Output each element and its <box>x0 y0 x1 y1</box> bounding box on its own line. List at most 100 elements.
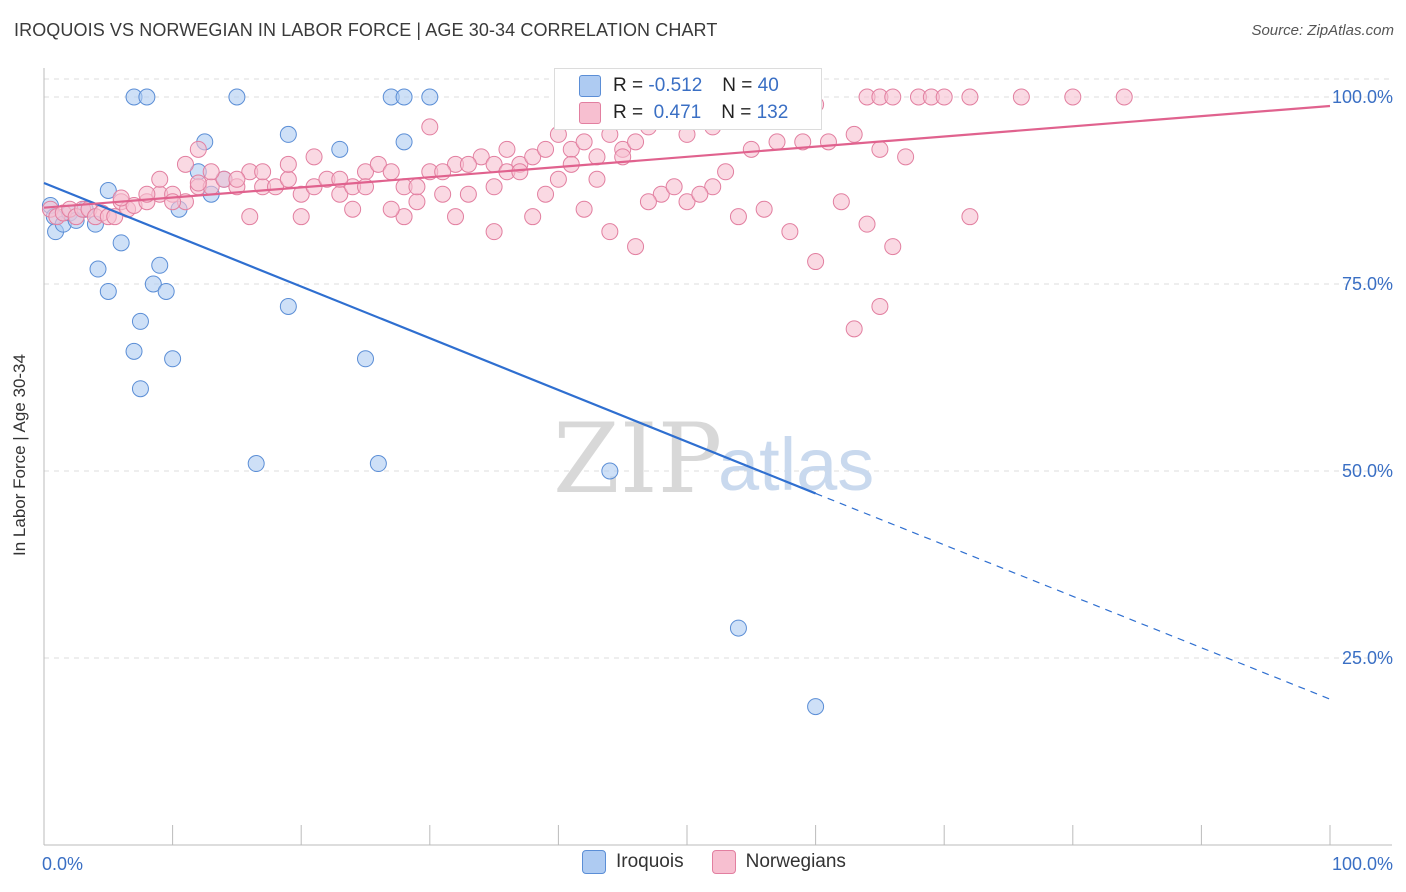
x-tick-label: 100.0% <box>1332 854 1393 874</box>
iroquois-trendline-extension <box>815 492 1331 700</box>
norwegians-point <box>935 88 953 106</box>
legend-iroquois-n: 40 <box>757 75 779 96</box>
watermark-zip: ZIP <box>553 403 722 515</box>
norwegians-point <box>176 155 194 173</box>
norwegians-point <box>459 185 477 203</box>
norwegians-point <box>562 155 580 173</box>
norwegians-point <box>549 170 567 188</box>
y-tick-label: 25.0% <box>1342 648 1393 668</box>
norwegians-point <box>112 189 130 207</box>
norwegians-point <box>819 133 837 151</box>
y-tick-label: 50.0% <box>1342 461 1393 481</box>
iroquois-point <box>112 234 130 252</box>
norwegians-point <box>742 140 760 158</box>
norwegians-point <box>498 140 516 158</box>
legend-n-label: N = <box>721 102 752 123</box>
trendlines <box>43 104 1331 700</box>
norwegians-point <box>871 297 889 315</box>
iroquois-point <box>228 88 246 106</box>
iroquois-point <box>99 182 117 199</box>
norwegians-point <box>472 148 490 166</box>
series-legend: Iroquois Norwegians <box>582 850 874 874</box>
norwegians-point <box>189 174 207 192</box>
norwegians-point <box>151 170 169 188</box>
norwegians-point <box>408 193 426 211</box>
iroquois-point <box>99 282 117 300</box>
legend-row-norwegians: R = 0.471 N = 132 <box>579 100 788 126</box>
norwegians-point <box>447 208 465 226</box>
iroquois-point <box>395 133 413 151</box>
iroquois-point <box>729 619 747 637</box>
axes <box>43 68 1392 846</box>
norwegians-point <box>729 208 747 226</box>
norwegians-point <box>845 125 863 143</box>
norwegians-point <box>395 208 413 226</box>
iroquois-point <box>144 275 162 293</box>
x-tick-label: 0.0% <box>42 854 83 874</box>
source-label: Source: ZipAtlas.com <box>1251 22 1394 39</box>
norwegians-point <box>369 155 387 173</box>
iroquois-point <box>369 455 387 473</box>
norwegians-point <box>408 178 426 196</box>
y-tick-label: 100.0% <box>1332 87 1393 107</box>
iroquois-point <box>131 380 149 398</box>
norwegians-point <box>575 200 593 218</box>
norwegians-point <box>228 170 246 188</box>
norwegians-point <box>421 118 439 136</box>
norwegians-point <box>292 185 310 203</box>
norwegians-point <box>254 163 272 181</box>
norwegians-point <box>1064 88 1082 106</box>
legend-row-iroquois: R = -0.512 N = 40 <box>579 73 779 99</box>
iroquois-point <box>125 342 143 360</box>
iroquois-point <box>331 140 349 158</box>
data-points <box>41 88 1133 716</box>
norwegians-point <box>639 193 657 211</box>
chart-title: IROQUOIS VS NORWEGIAN IN LABOR FORCE | A… <box>14 20 718 40</box>
norwegians-point <box>768 133 786 151</box>
iroquois-point <box>279 297 297 315</box>
norwegians-point <box>459 155 477 173</box>
iroquois-point <box>395 88 413 106</box>
y-tick-label: 75.0% <box>1342 274 1393 294</box>
norwegians-point <box>807 253 825 271</box>
iroquois-swatch <box>579 75 601 97</box>
norwegians-point <box>1012 88 1030 106</box>
legend-item-iroquois[interactable]: Iroquois <box>582 850 684 874</box>
norwegians-point <box>897 148 915 166</box>
norwegians-point <box>524 148 542 166</box>
norwegians-point <box>279 155 297 173</box>
iroquois-legend-swatch <box>582 850 606 874</box>
norwegians-point <box>665 178 683 196</box>
iroquois-point <box>89 260 107 278</box>
norwegians-point <box>691 185 709 203</box>
norwegians-point <box>485 223 503 241</box>
legend-iroquois-r: -0.512 <box>648 75 703 96</box>
iroquois-trendline <box>43 181 817 495</box>
legend-r-label: R = <box>613 102 644 123</box>
tick-labels: 25.0% 50.0% 75.0% 100.0% 0.0% 100.0% <box>42 87 1393 874</box>
legend-r-label: R = <box>613 75 644 96</box>
norwegians-point <box>832 193 850 211</box>
legend-item-label: Norwegians <box>745 851 846 872</box>
norwegians-point <box>871 140 889 158</box>
norwegians-point <box>781 223 799 241</box>
norwegians-point <box>588 170 606 188</box>
norwegians-point <box>511 163 529 181</box>
norwegians-point <box>627 133 645 151</box>
iroquois-point <box>138 88 156 106</box>
norwegians-point <box>344 200 362 218</box>
norwegians-point <box>292 208 310 226</box>
iroquois-point <box>357 350 374 368</box>
norwegians-point <box>524 208 542 226</box>
legend-norwegians-n: 132 <box>756 102 789 123</box>
norwegians-point <box>704 178 722 196</box>
norwegians-point <box>884 88 902 106</box>
norwegians-point <box>382 200 400 218</box>
norwegians-legend-swatch <box>711 850 736 874</box>
norwegians-point <box>189 140 207 158</box>
iroquois-point <box>131 312 149 330</box>
norwegians-trendline <box>43 104 1331 209</box>
legend-item-norwegians[interactable]: Norwegians <box>711 850 846 874</box>
legend-item-label: Iroquois <box>616 851 684 872</box>
